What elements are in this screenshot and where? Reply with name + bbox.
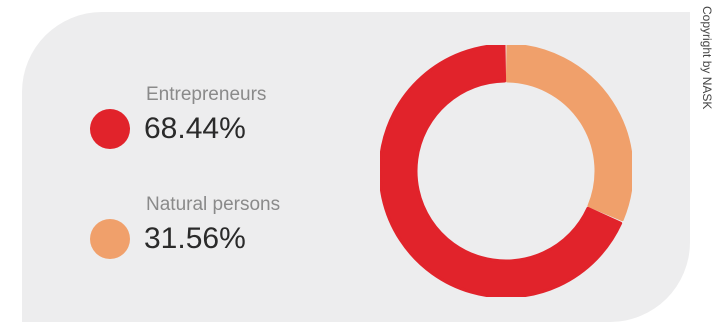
- donut-slice-entrepreneurs: [380, 45, 623, 297]
- copyright-text: Copyright by NASK: [700, 6, 714, 110]
- legend-swatch-natural-persons: [90, 219, 130, 259]
- legend-item-natural-persons: Natural persons 31.56%: [90, 192, 320, 272]
- donut-slice-natural-persons: [505, 45, 632, 222]
- donut-chart: [380, 45, 632, 297]
- legend-item-entrepreneurs: Entrepreneurs 68.44%: [90, 82, 320, 162]
- legend-label-entrepreneurs: Entrepreneurs: [146, 84, 267, 105]
- legend-value-entrepreneurs: 68.44%: [144, 112, 246, 145]
- legend-swatch-entrepreneurs: [90, 109, 130, 149]
- legend-label-natural-persons: Natural persons: [146, 194, 281, 215]
- copyright-notice: Copyright by NASK: [697, 6, 717, 316]
- legend-value-natural-persons: 31.56%: [144, 222, 246, 255]
